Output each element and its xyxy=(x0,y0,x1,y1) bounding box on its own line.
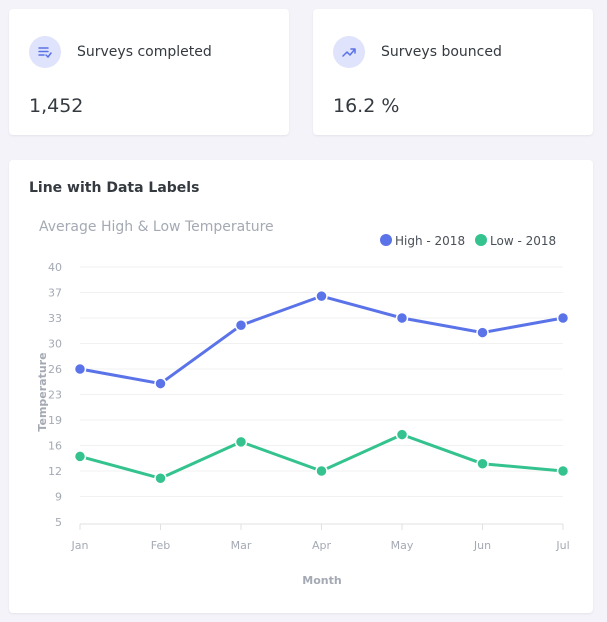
stat-card-surveys-bounced: Surveys bounced 16.2 % xyxy=(313,9,593,135)
list-check-icon xyxy=(29,36,61,68)
data-point xyxy=(154,472,167,485)
chart-title: Average High & Low Temperature xyxy=(39,219,274,235)
data-point xyxy=(73,450,87,463)
data-point xyxy=(154,377,167,390)
x-tick-label: Feb xyxy=(151,539,170,552)
data-point xyxy=(315,464,328,478)
card-title: Line with Data Labels xyxy=(29,180,200,196)
data-point xyxy=(556,311,570,325)
y-tick-label: 19 xyxy=(48,414,62,427)
y-tick-label: 12 xyxy=(48,465,62,478)
trending-up-icon xyxy=(333,36,365,68)
x-tick-label: Mar xyxy=(231,539,252,552)
x-axis-label: Month xyxy=(302,574,341,587)
y-axis-label: Temperature xyxy=(36,352,49,431)
y-tick-label: 9 xyxy=(55,491,62,504)
x-tick-label: May xyxy=(391,539,414,552)
legend-item[interactable]: Low - 2018 xyxy=(490,234,556,248)
x-tick-label: Jan xyxy=(71,539,89,552)
x-tick-label: Apr xyxy=(312,539,332,552)
line-chart: Average High & Low Temperature Month Tem… xyxy=(36,219,570,587)
data-point xyxy=(234,319,248,332)
data-point xyxy=(234,435,248,449)
data-point xyxy=(476,326,489,339)
y-tick-label: 37 xyxy=(48,287,62,300)
data-point xyxy=(73,362,87,376)
stat-label: Surveys bounced xyxy=(381,44,502,60)
y-tick-label: 40 xyxy=(48,261,62,274)
stat-value: 1,452 xyxy=(29,95,84,117)
legend-marker xyxy=(380,234,392,246)
y-tick-label: 30 xyxy=(48,338,62,351)
series-line-high xyxy=(79,294,564,386)
y-tick-label: 16 xyxy=(48,440,62,453)
data-point xyxy=(556,464,570,478)
data-point xyxy=(395,311,409,325)
data-point xyxy=(395,428,409,441)
data-point xyxy=(315,289,328,303)
y-tick-label: 23 xyxy=(48,389,62,402)
stat-card-surveys-completed: Surveys completed 1,452 xyxy=(9,9,289,135)
data-point xyxy=(476,457,489,470)
stat-value: 16.2 % xyxy=(333,95,400,117)
y-tick-label: 5 xyxy=(55,516,62,529)
x-tick-label: Jun xyxy=(473,539,491,552)
x-tick-label: Jul xyxy=(555,539,569,552)
stat-label: Surveys completed xyxy=(77,44,212,60)
y-tick-label: 33 xyxy=(48,312,62,325)
legend-item[interactable]: High - 2018 xyxy=(395,234,465,248)
y-tick-label: 26 xyxy=(48,363,62,376)
chart-card: Line with Data Labels Average High & Low… xyxy=(9,160,593,613)
legend-marker xyxy=(475,234,487,246)
